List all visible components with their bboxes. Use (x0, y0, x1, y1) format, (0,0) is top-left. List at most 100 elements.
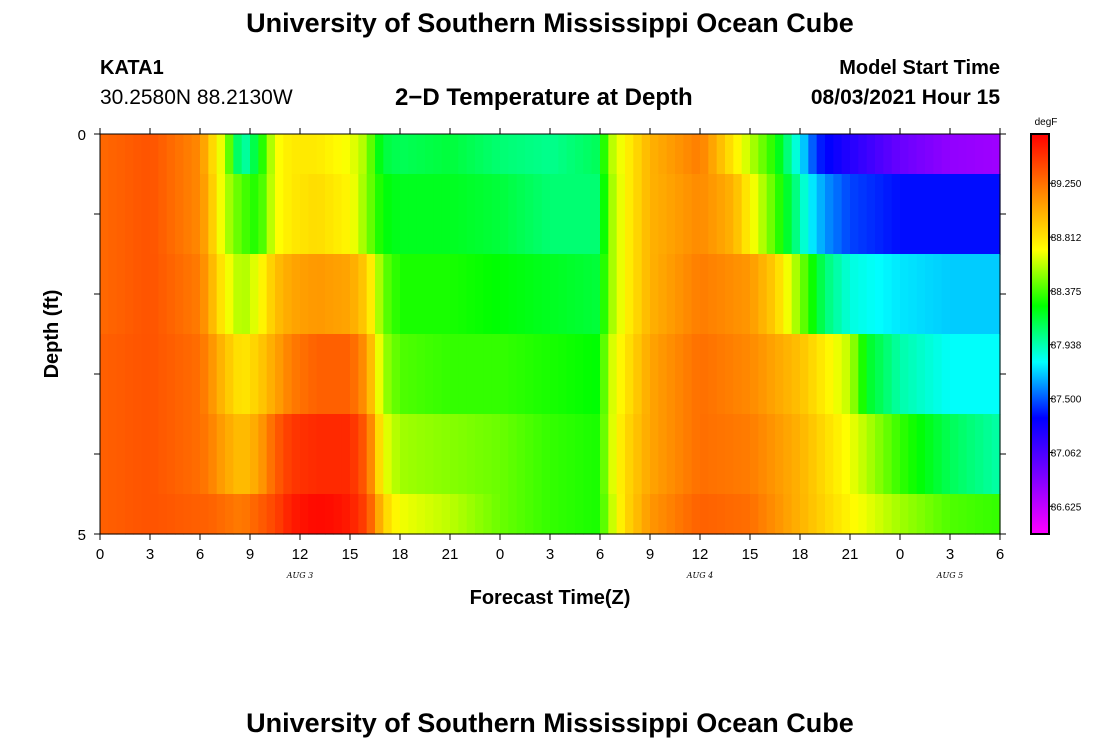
heatmap-cell (883, 134, 893, 175)
heatmap-cell (291, 494, 301, 535)
heatmap-cell (283, 134, 293, 175)
heatmap-cell (333, 494, 343, 535)
heatmap-cell (750, 414, 759, 495)
heatmap-cell (683, 494, 693, 535)
heatmap-cell (575, 254, 584, 335)
heatmap-cell (700, 494, 709, 535)
heatmap-cell (766, 334, 776, 415)
heatmap-cell (133, 254, 143, 335)
heatmap-cell (350, 174, 359, 255)
heatmap-cell (658, 174, 668, 255)
heatmap-cell (150, 254, 159, 335)
heatmap-cell (441, 334, 451, 415)
heatmap-cell (866, 414, 876, 495)
heatmap-cell (191, 414, 201, 495)
heatmap-cell (416, 334, 426, 415)
heatmap-cell (616, 414, 626, 495)
heatmap-cell (308, 334, 318, 415)
heatmap-cell (591, 254, 601, 335)
colorbar-tick-label: 88.812 (1051, 233, 1082, 244)
heatmap-cell (383, 134, 393, 175)
heatmap-cell (633, 254, 643, 335)
heatmap-cell (116, 174, 126, 255)
heatmap-cell (591, 334, 601, 415)
heatmap-cell (841, 134, 851, 175)
heatmap-cell (558, 414, 568, 495)
heatmap-cell (733, 134, 743, 175)
heatmap-cell (700, 174, 709, 255)
heatmap-cell (883, 414, 893, 495)
heatmap-cell (775, 334, 784, 415)
heatmap-cell (616, 254, 626, 335)
heatmap-cell (716, 494, 726, 535)
heatmap-cell (175, 134, 184, 175)
heatmap-cell (575, 174, 584, 255)
heatmap-cell (291, 254, 301, 335)
heatmap-cell (350, 254, 359, 335)
heatmap-cell (941, 494, 951, 535)
heatmap-cell (241, 134, 251, 175)
heatmap-cell (400, 254, 409, 335)
heatmap-cell (150, 414, 159, 495)
heatmap-cell (850, 494, 859, 535)
heatmap-cell (941, 174, 951, 255)
heatmap-cell (541, 494, 551, 535)
heatmap-cell (458, 494, 468, 535)
heatmap-cell (100, 254, 109, 335)
heatmap-cell (308, 414, 318, 495)
heatmap-cell (491, 174, 501, 255)
heatmap-cell (766, 494, 776, 535)
colorbar-gradient (1030, 133, 1050, 535)
heatmap-cell (500, 254, 509, 335)
heatmap-cell (300, 414, 309, 495)
heatmap-cell (433, 334, 443, 415)
heatmap-cell (475, 494, 484, 535)
heatmap-cell (125, 174, 134, 255)
heatmap-cell (800, 414, 809, 495)
heatmap-cell (541, 334, 551, 415)
heatmap-cell (258, 254, 268, 335)
heatmap-cell (908, 494, 918, 535)
heatmap-cell (991, 414, 1001, 495)
heatmap-cell (650, 414, 659, 495)
heatmap-cell (241, 174, 251, 255)
heatmap-cell (691, 414, 701, 495)
heatmap-cell (841, 174, 851, 255)
heatmap-cell (775, 414, 784, 495)
heatmap-cell (816, 174, 826, 255)
heatmap-cell (975, 414, 984, 495)
heatmap-cell (958, 134, 968, 175)
heatmap-cell (250, 254, 259, 335)
heatmap-cell (250, 134, 259, 175)
heatmap-cell (391, 494, 401, 535)
heatmap-cell (316, 414, 326, 495)
heatmap-cell (158, 414, 168, 495)
x-tick-label: 12 (692, 546, 709, 563)
heatmap-cell (941, 254, 951, 335)
heatmap-cell (483, 134, 493, 175)
x-tick-label: 3 (946, 546, 954, 563)
heatmap-cell (533, 174, 543, 255)
x-axis-label: Forecast Time(Z) (470, 587, 631, 609)
heatmap-cell (241, 334, 251, 415)
heatmap-cell (550, 174, 559, 255)
heatmap-cell (766, 414, 776, 495)
heatmap-cell (675, 134, 684, 175)
heatmap-cell (975, 334, 984, 415)
heatmap-cell (908, 134, 918, 175)
heatmap-cell (458, 414, 468, 495)
heatmap-cell (233, 254, 243, 335)
heatmap-cell (941, 134, 951, 175)
heatmap-cell (650, 334, 659, 415)
heatmap-cell (741, 254, 751, 335)
heatmap-cell (558, 334, 568, 415)
heatmap-cell (341, 494, 351, 535)
heatmap-cell (275, 414, 284, 495)
heatmap-cell (158, 134, 168, 175)
heatmap-cell (258, 334, 268, 415)
heatmap-cell (875, 174, 884, 255)
heatmap-cell (425, 174, 434, 255)
heatmap-cell (175, 334, 184, 415)
heatmap-cell (458, 174, 468, 255)
heatmap-cell (833, 494, 843, 535)
